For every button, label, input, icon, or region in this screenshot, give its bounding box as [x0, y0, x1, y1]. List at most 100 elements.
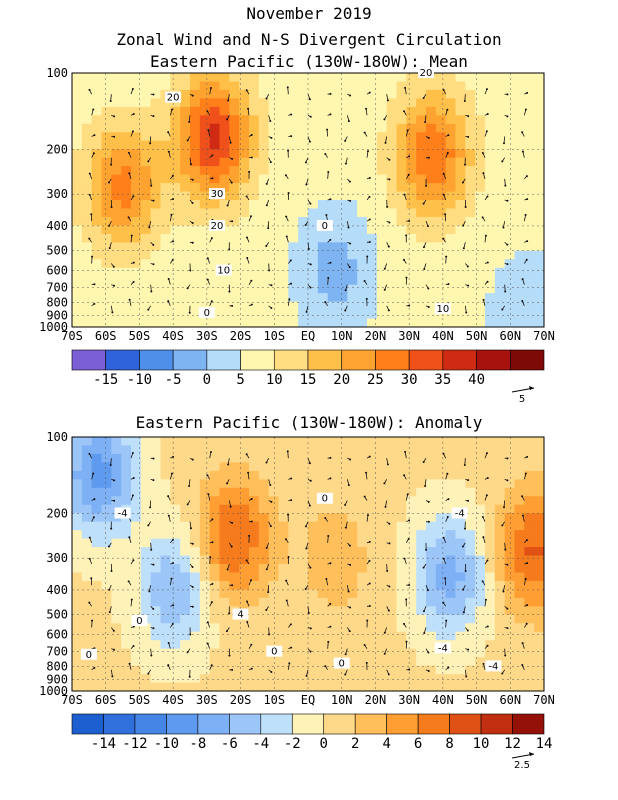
contour-label: 0 — [198, 306, 215, 319]
colorbar-label: -12 — [122, 736, 147, 752]
plot-frame — [71, 436, 545, 692]
colorbar-label: -6 — [221, 736, 238, 752]
x-tick-label: 10N — [331, 693, 353, 707]
y-tick-label: 800 — [46, 659, 68, 673]
y-tick-label: 600 — [46, 264, 68, 278]
x-tick-label: 30N — [398, 329, 420, 343]
x-tick-label: 10N — [331, 329, 353, 343]
colorbar-swatch — [480, 713, 513, 735]
x-tick-label: 30N — [398, 693, 420, 707]
vector-scale-label: 2.5 — [514, 760, 530, 771]
colorbar-label: -10 — [154, 736, 179, 752]
colorbar-label: 14 — [536, 736, 553, 752]
contour-label: 20 — [418, 67, 434, 79]
colorbar-label: -4 — [252, 736, 269, 752]
x-tick-label: 20S — [230, 693, 252, 707]
y-tick-label: 900 — [46, 308, 68, 322]
colorbar-label: 40 — [468, 372, 485, 388]
svg-text:20: 20 — [420, 68, 433, 79]
x-tick-label: 20N — [365, 329, 387, 343]
colorbar-label: 4 — [382, 736, 390, 752]
colorbar-swatch — [172, 349, 208, 371]
contour-label: -4 — [485, 660, 502, 672]
svg-text:0: 0 — [204, 308, 210, 319]
x-tick-label: 60S — [95, 693, 117, 707]
colorbar-swatch — [417, 713, 450, 735]
y-tick-label: 700 — [46, 281, 68, 295]
x-tick-label: 20N — [365, 693, 387, 707]
y-tick-label: 100 — [46, 430, 68, 444]
colorbar-swatch — [476, 349, 511, 371]
colorbar-swatch — [197, 713, 230, 735]
wind-vectors — [88, 450, 529, 678]
colorbar-swatch — [323, 713, 356, 735]
y-tick-label: 400 — [46, 219, 68, 233]
x-tick-label: 50N — [466, 329, 488, 343]
svg-text:0: 0 — [322, 494, 328, 505]
contour-label: 20 — [208, 219, 225, 232]
colorbar-label: 0 — [320, 736, 328, 752]
colorbar-swatch — [509, 349, 545, 371]
x-tick-label: 60S — [95, 329, 117, 343]
colorbar-label: 10 — [473, 736, 490, 752]
x-tick-label: 30S — [196, 693, 218, 707]
y-tick-label: 700 — [46, 645, 68, 659]
colorbar-label: 6 — [414, 736, 422, 752]
colorbar-swatch — [307, 349, 343, 371]
svg-text:4: 4 — [237, 610, 243, 621]
contour-label: 0 — [266, 645, 283, 658]
x-tick-label: 70S — [61, 329, 83, 343]
colorbar-label: 0 — [203, 372, 211, 388]
x-tick-label: 10S — [263, 329, 285, 343]
contour-label: 0 — [316, 492, 333, 505]
x-tick-label: 30S — [196, 329, 218, 343]
y-tick-label: 600 — [46, 628, 68, 642]
x-tick-label: 50S — [129, 693, 151, 707]
x-tick-label: 50S — [129, 329, 151, 343]
colorbar-label: -8 — [189, 736, 206, 752]
x-tick-label: 40N — [432, 693, 454, 707]
contour-label: 30 — [208, 188, 225, 200]
svg-text:20: 20 — [211, 221, 224, 232]
svg-text:30: 30 — [211, 189, 224, 200]
colorbar-swatch — [408, 349, 444, 371]
y-tick-label: 300 — [46, 187, 68, 201]
colorbar-label: -10 — [127, 372, 152, 388]
chart-panel-1: 70S 60S 50S 40S 30S 20S 10S EQ 10N 20N 30N 40N 50N 60… — [39, 66, 555, 405]
y-tick-label: 1000 — [39, 320, 68, 334]
y-tick-label: 400 — [46, 583, 68, 597]
contour-label: -4 — [114, 507, 131, 519]
svg-text:0: 0 — [322, 221, 328, 232]
svg-text:0: 0 — [136, 616, 142, 627]
figure-title: November 2019 — [246, 4, 371, 23]
contour-label: -4 — [434, 642, 451, 654]
x-tick-label: EQ — [301, 693, 315, 707]
colorbar-swatch — [375, 349, 410, 371]
colorbar-swatch — [229, 713, 262, 735]
colorbar: -14 -12 -10 -8 -6 -4 -2 0 2 4 6 8 10 12 14 — [71, 713, 553, 752]
shaded-field — [72, 73, 544, 327]
contour-label: 0 — [333, 657, 350, 670]
colorbar-swatch — [166, 713, 199, 735]
svg-text:10: 10 — [217, 266, 230, 277]
colorbar-swatch — [71, 713, 104, 735]
colorbar-label: 20 — [333, 372, 350, 388]
colorbar-label: 2 — [351, 736, 359, 752]
x-tick-label: 50N — [466, 693, 488, 707]
wind-vectors — [88, 86, 529, 314]
y-tick-label: 500 — [46, 244, 68, 258]
colorbar-label: 15 — [300, 372, 317, 388]
colorbar-swatch — [354, 713, 387, 735]
vector-scale: 2.5 — [511, 752, 535, 771]
x-tick-label: 20S — [230, 329, 252, 343]
colorbar-label: 35 — [434, 372, 451, 388]
svg-text:-4: -4 — [438, 643, 448, 654]
contour-label: 10 — [434, 303, 451, 315]
contour-label: 20 — [165, 91, 182, 104]
x-tick-label: 40S — [162, 693, 184, 707]
vector-scale: 5 — [511, 386, 535, 405]
x-tick-label: 60N — [499, 329, 521, 343]
svg-text:-4: -4 — [488, 661, 498, 672]
colorbar-swatch — [139, 349, 174, 371]
